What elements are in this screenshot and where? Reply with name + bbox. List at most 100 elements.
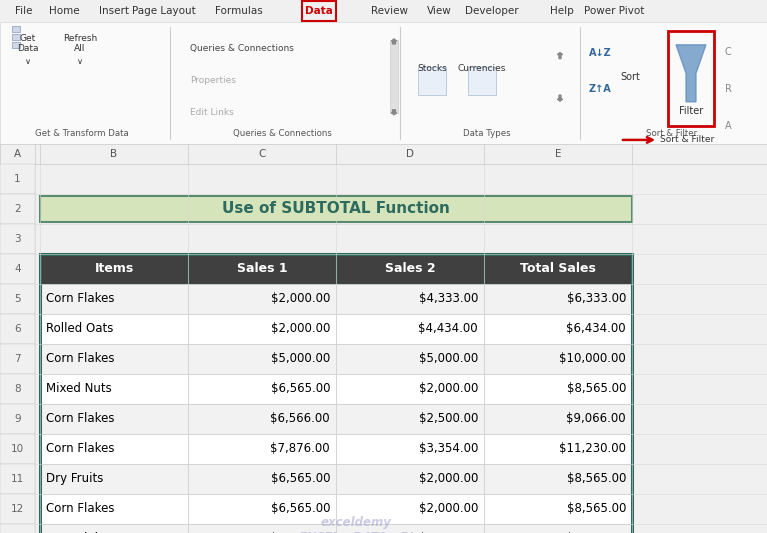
Text: $2,000.00: $2,000.00 [419, 503, 478, 515]
Bar [336, 254, 484, 284]
Bar [484, 374, 632, 404]
Text: Help: Help [550, 6, 574, 16]
Text: 4: 4 [14, 264, 21, 274]
Bar [0, 344, 35, 374]
Bar [188, 254, 336, 284]
Text: Queries & Connections: Queries & Connections [232, 129, 331, 138]
Text: Data: Data [305, 6, 333, 16]
Bar [336, 404, 484, 434]
Bar [336, 434, 484, 464]
Text: File: File [15, 6, 33, 16]
Bar [40, 494, 188, 524]
Bar [188, 314, 336, 344]
Bar [40, 434, 188, 464]
Text: Rolled Oats: Rolled Oats [46, 322, 114, 335]
Text: Data Types: Data Types [463, 129, 511, 138]
Text: 1: 1 [14, 174, 21, 184]
Text: View: View [426, 6, 451, 16]
Text: Stocks: Stocks [417, 64, 447, 73]
Text: E: E [555, 149, 561, 159]
Text: $2,000.00: $2,000.00 [419, 382, 478, 395]
Text: Items: Items [94, 262, 133, 276]
Text: $2,500.00: $2,500.00 [419, 532, 478, 533]
Bar [40, 284, 188, 314]
Text: 7: 7 [14, 354, 21, 364]
Text: Corn Flakes: Corn Flakes [46, 532, 114, 533]
Text: Page Layout: Page Layout [132, 6, 196, 16]
Text: 2: 2 [14, 204, 21, 214]
Bar [40, 254, 632, 533]
Text: B: B [110, 149, 117, 159]
Text: $6,565.00: $6,565.00 [271, 472, 330, 486]
Bar [40, 344, 188, 374]
Text: Insert: Insert [99, 6, 129, 16]
Bar [336, 524, 484, 533]
FancyArrow shape [391, 39, 397, 44]
Bar [40, 254, 188, 284]
Bar [484, 434, 632, 464]
Text: D: D [406, 149, 414, 159]
Text: $2,000.00: $2,000.00 [271, 322, 330, 335]
Bar [0, 22, 767, 144]
Text: $8,565.00: $8,565.00 [567, 472, 626, 486]
Bar [12, 42, 20, 48]
Text: Refresh
All: Refresh All [63, 34, 97, 53]
Text: $4,333.00: $4,333.00 [419, 293, 478, 305]
Text: Corn Flakes: Corn Flakes [46, 413, 114, 425]
Text: Corn Flakes: Corn Flakes [46, 503, 114, 515]
Text: $6,566.00: $6,566.00 [271, 532, 330, 533]
Text: Sort & Filter: Sort & Filter [660, 135, 714, 144]
Bar [188, 494, 336, 524]
Bar [40, 374, 188, 404]
Text: Corn Flakes: Corn Flakes [46, 352, 114, 366]
Bar [336, 494, 484, 524]
Bar [0, 374, 35, 404]
Bar [0, 524, 35, 533]
Text: 5: 5 [14, 294, 21, 304]
Text: $7,876.00: $7,876.00 [271, 442, 330, 455]
Bar [40, 314, 188, 344]
Text: $2,500.00: $2,500.00 [419, 413, 478, 425]
Text: $6,565.00: $6,565.00 [271, 382, 330, 395]
FancyArrow shape [558, 95, 562, 101]
Bar [484, 254, 632, 284]
Text: 3: 3 [14, 234, 21, 244]
Bar [484, 314, 632, 344]
Text: Power Pivot: Power Pivot [584, 6, 644, 16]
Bar [336, 344, 484, 374]
Text: Total Sales: Total Sales [520, 262, 596, 276]
Bar [0, 464, 35, 494]
Text: Corn Flakes: Corn Flakes [46, 293, 114, 305]
Bar [484, 404, 632, 434]
Bar [188, 284, 336, 314]
Bar [0, 284, 35, 314]
Bar [188, 464, 336, 494]
Text: 10: 10 [11, 444, 24, 454]
Bar [40, 524, 188, 533]
Text: $2,000.00: $2,000.00 [271, 293, 330, 305]
Text: Edit Links: Edit Links [190, 108, 234, 117]
Text: C: C [258, 149, 265, 159]
FancyArrow shape [391, 110, 397, 115]
Text: Filter: Filter [679, 106, 703, 116]
Text: Sort & Filter: Sort & Filter [647, 129, 697, 138]
Bar [0, 254, 35, 284]
Text: A: A [725, 120, 731, 131]
Polygon shape [676, 45, 706, 102]
Bar [0, 0, 767, 22]
Text: Use of SUBTOTAL Function: Use of SUBTOTAL Function [222, 201, 450, 216]
Bar [336, 464, 484, 494]
Bar [40, 464, 188, 494]
Text: 8: 8 [14, 384, 21, 394]
Text: A: A [14, 149, 21, 159]
Text: $2,000.00: $2,000.00 [419, 472, 478, 486]
Text: Sales 1: Sales 1 [237, 262, 288, 276]
Text: $5,000.00: $5,000.00 [419, 352, 478, 366]
Text: $6,434.00: $6,434.00 [566, 322, 626, 335]
Bar [668, 30, 714, 126]
Text: 9: 9 [14, 414, 21, 424]
FancyArrow shape [558, 53, 562, 59]
Bar [302, 1, 336, 21]
Bar [12, 26, 20, 32]
Text: Sales 2: Sales 2 [385, 262, 436, 276]
